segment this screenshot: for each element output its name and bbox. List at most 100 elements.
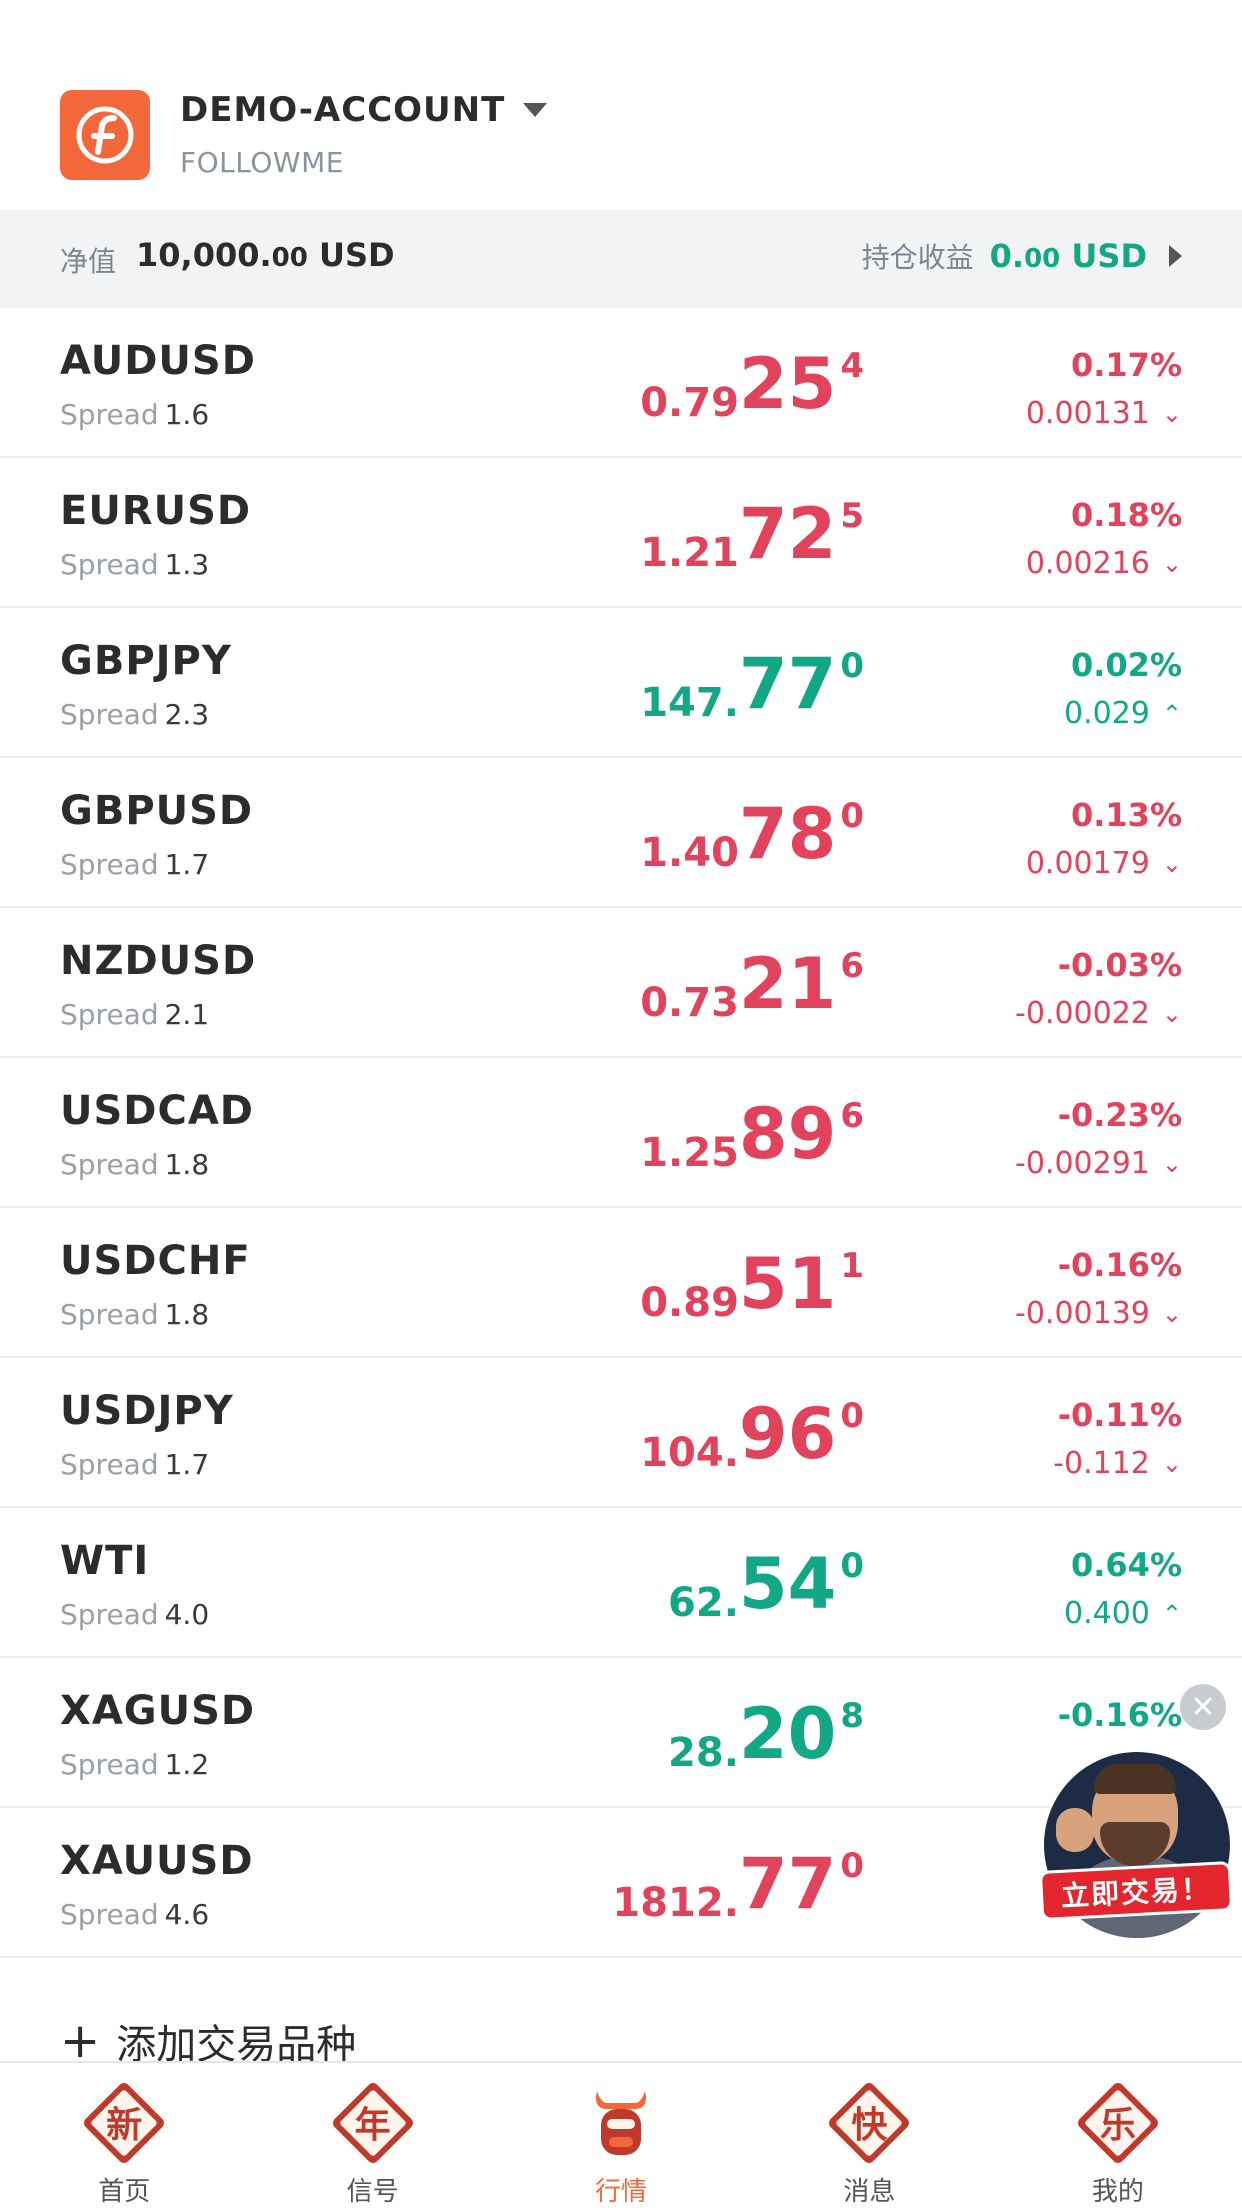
promo-hair bbox=[1094, 1764, 1176, 1794]
change-percent: -0.23% bbox=[1057, 1096, 1182, 1134]
change: -0.16% bbox=[1058, 1696, 1182, 1734]
change-absolute: 0.400 ⌃ bbox=[1064, 1596, 1182, 1631]
change-percent: -0.03% bbox=[1057, 946, 1182, 984]
quote-row-usdchf[interactable]: USDCHF Spread 1.8 0.89 51 1 -0.16% -0.00139 ⌄ bbox=[0, 1208, 1242, 1358]
tab-messages[interactable]: 快 消息 bbox=[745, 2063, 993, 2208]
price: 62. 54 0 bbox=[668, 1543, 864, 1626]
change-percent: -0.16% bbox=[1057, 1696, 1182, 1734]
quote-row-usdcad[interactable]: USDCAD Spread 1.8 1.25 89 6 -0.23% -0.00291 ⌄ bbox=[0, 1058, 1242, 1208]
spread: Spread 1.3 bbox=[60, 548, 210, 581]
quote-row-wti[interactable]: WTI Spread 4.0 62. 54 0 0.64% 0.400 ⌃ bbox=[0, 1508, 1242, 1658]
chevron-right-icon bbox=[1169, 245, 1182, 267]
logo-f-icon bbox=[76, 106, 134, 164]
account-header: DEMO-ACCOUNT FOLLOWME bbox=[0, 0, 1242, 210]
change-absolute: 0.00179 ⌄ bbox=[1025, 846, 1182, 881]
change-absolute: -0.00139 ⌄ bbox=[1015, 1296, 1182, 1331]
change-percent: 0.13% bbox=[1070, 796, 1182, 834]
tab-label: 行情 bbox=[595, 2177, 648, 2207]
quote-row-nzdusd[interactable]: NZDUSD Spread 2.1 0.73 21 6 -0.03% -0.00022 ⌄ bbox=[0, 908, 1242, 1058]
price: 104. 96 0 bbox=[640, 1393, 864, 1476]
change: -0.16% -0.00139 ⌄ bbox=[1015, 1246, 1182, 1331]
change: 0.13% 0.00179 ⌄ bbox=[1026, 796, 1182, 881]
change-percent: 0.18% bbox=[1070, 496, 1182, 534]
tab-label: 消息 bbox=[843, 2177, 896, 2207]
change-percent: -0.11% bbox=[1057, 1396, 1182, 1434]
change: 0.64% 0.400 ⌃ bbox=[1064, 1546, 1182, 1631]
tab-me[interactable]: 乐 我的 bbox=[994, 2063, 1242, 2208]
add-instrument-button[interactable]: + 添加交易品种 bbox=[60, 2012, 356, 2070]
promo-fist bbox=[1056, 1808, 1094, 1852]
equity-value: 10,000.00 USD bbox=[136, 236, 395, 274]
quote-row-eurusd[interactable]: EURUSD Spread 1.3 1.21 72 5 0.18% 0.00216 ⌄ bbox=[0, 458, 1242, 608]
bull-icon bbox=[579, 2081, 663, 2163]
symbol: AUDUSD bbox=[60, 338, 256, 384]
change-percent: -0.16% bbox=[1057, 1246, 1182, 1284]
symbol: GBPUSD bbox=[60, 788, 254, 834]
position-pnl-link[interactable]: 持仓收益 0.00 USD bbox=[862, 236, 1182, 276]
change: -0.03% -0.00022 ⌄ bbox=[1015, 946, 1182, 1031]
quote-row-gbpjpy[interactable]: GBPJPY Spread 2.3 147. 77 0 0.02% 0.029 ⌃ bbox=[0, 608, 1242, 758]
quote-row-xauusd[interactable]: XAUUSD Spread 4.6 1812. 77 0 bbox=[0, 1808, 1242, 1958]
pnl-value: 0.00 USD bbox=[989, 237, 1147, 275]
tab-home[interactable]: 新 首页 bbox=[0, 2063, 248, 2208]
change: -0.23% -0.00291 ⌄ bbox=[1015, 1096, 1182, 1181]
price: 1812. 77 0 bbox=[612, 1843, 864, 1926]
change-absolute: -0.112 ⌄ bbox=[1053, 1446, 1182, 1481]
change: -0.11% -0.112 ⌄ bbox=[1053, 1396, 1182, 1481]
spread: Spread 4.6 bbox=[60, 1898, 210, 1931]
symbol: XAGUSD bbox=[60, 1688, 256, 1734]
symbol: NZDUSD bbox=[60, 938, 257, 984]
spread: Spread 1.8 bbox=[60, 1298, 210, 1331]
quote-row-xagusd[interactable]: XAGUSD Spread 1.2 28. 20 8 -0.16% bbox=[0, 1658, 1242, 1808]
quote-row-audusd[interactable]: AUDUSD Spread 1.6 0.79 25 4 0.17% 0.00131 ⌄ bbox=[0, 308, 1242, 458]
chevron-up-icon: ⌃ bbox=[1161, 1599, 1182, 1628]
price: 0.73 21 6 bbox=[640, 943, 864, 1026]
spread: Spread 1.7 bbox=[60, 1448, 210, 1481]
change-absolute: 0.00131 ⌄ bbox=[1025, 396, 1182, 431]
price: 0.89 51 1 bbox=[640, 1243, 864, 1326]
symbol: XAUUSD bbox=[60, 1838, 254, 1884]
equity-bar: 净值 10,000.00 USD 持仓收益 0.00 USD bbox=[0, 210, 1242, 308]
chevron-down-icon: ⌄ bbox=[1161, 849, 1182, 878]
spread: Spread 1.7 bbox=[60, 848, 210, 881]
le-diamond-icon: 乐 bbox=[1075, 2080, 1161, 2166]
price: 1.21 72 5 bbox=[640, 493, 864, 576]
chevron-up-icon: ⌃ bbox=[1161, 699, 1182, 728]
chevron-down-icon: ⌄ bbox=[1161, 1149, 1182, 1178]
chevron-down-icon: ⌄ bbox=[1161, 999, 1182, 1028]
trade-now-badge[interactable]: 立即交易！ bbox=[1038, 1861, 1234, 1921]
bottom-tab-bar: 新 首页 年 信号 行情 快 消息 乐 我的 bbox=[0, 2061, 1242, 2208]
chevron-down-icon: ⌄ bbox=[1161, 1299, 1182, 1328]
quote-row-gbpusd[interactable]: GBPUSD Spread 1.7 1.40 78 0 0.13% 0.00179 ⌄ bbox=[0, 758, 1242, 908]
tab-label: 首页 bbox=[98, 2177, 151, 2207]
spread: Spread 2.1 bbox=[60, 998, 210, 1031]
spread: Spread 1.6 bbox=[60, 398, 210, 431]
change-absolute: -0.00291 ⌄ bbox=[1015, 1146, 1182, 1181]
change: 0.18% 0.00216 ⌄ bbox=[1026, 496, 1182, 581]
chevron-down-icon: ⌄ bbox=[1161, 1449, 1182, 1478]
chevron-down-icon: ⌄ bbox=[1161, 399, 1182, 428]
tab-label: 信号 bbox=[346, 2177, 399, 2207]
change-absolute: -0.00022 ⌄ bbox=[1015, 996, 1182, 1031]
account-name: DEMO-ACCOUNT bbox=[180, 90, 506, 130]
change-percent: 0.64% bbox=[1070, 1546, 1182, 1584]
pnl-label: 持仓收益 bbox=[861, 241, 974, 274]
account-switcher[interactable]: DEMO-ACCOUNT bbox=[180, 90, 548, 130]
change: 0.02% 0.029 ⌃ bbox=[1064, 646, 1182, 731]
price: 1.40 78 0 bbox=[640, 793, 864, 876]
price: 28. 20 8 bbox=[668, 1693, 864, 1776]
symbol: EURUSD bbox=[60, 488, 252, 534]
close-promo-icon[interactable]: ✕ bbox=[1180, 1684, 1226, 1730]
symbol: WTI bbox=[60, 1538, 150, 1584]
plus-icon: + bbox=[60, 2013, 101, 2069]
tab-market[interactable]: 行情 bbox=[497, 2063, 745, 2208]
spread: Spread 1.2 bbox=[60, 1748, 210, 1781]
chevron-down-icon: ⌄ bbox=[1161, 549, 1182, 578]
equity-label: 净值 bbox=[60, 245, 117, 278]
price: 0.79 25 4 bbox=[640, 343, 864, 426]
quote-row-usdjpy[interactable]: USDJPY Spread 1.7 104. 96 0 -0.11% -0.112 ⌄ bbox=[0, 1358, 1242, 1508]
add-instrument-label: 添加交易品种 bbox=[116, 2022, 357, 2068]
change-absolute: 0.029 ⌃ bbox=[1064, 696, 1182, 731]
price: 1.25 89 6 bbox=[640, 1093, 864, 1176]
tab-signals[interactable]: 年 信号 bbox=[248, 2063, 496, 2208]
